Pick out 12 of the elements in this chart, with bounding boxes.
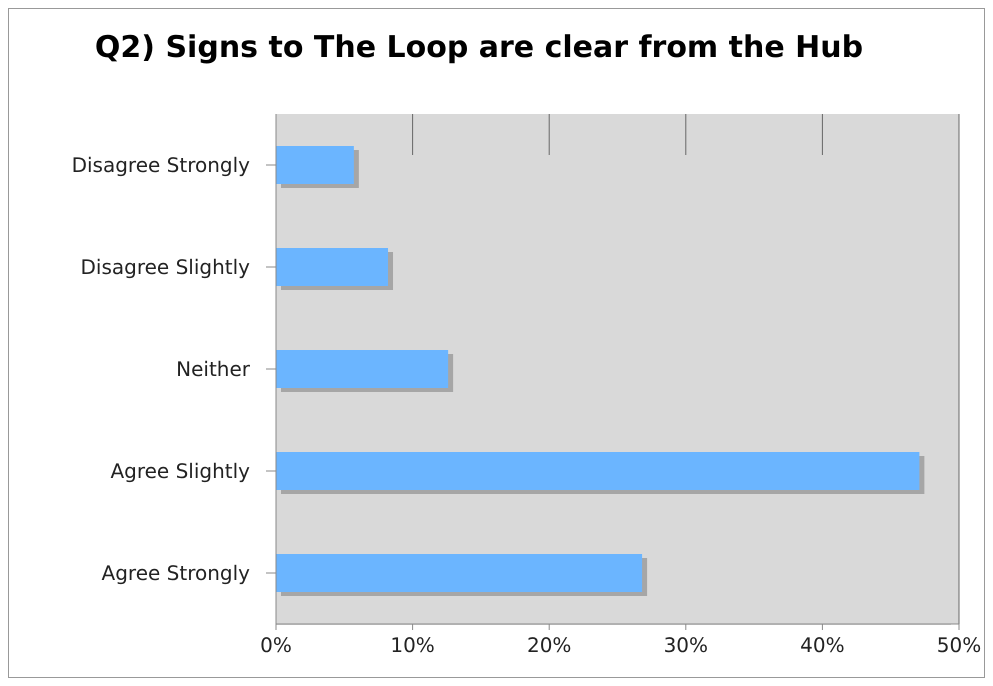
x-tick-label: 50% — [936, 633, 982, 658]
y-tick-label: Agree Slightly — [110, 459, 250, 483]
y-tick-label: Disagree Strongly — [72, 153, 250, 177]
y-tick-label: Disagree Slightly — [80, 255, 250, 279]
x-tick-label: 30% — [664, 633, 708, 658]
x-tick-label: 0% — [260, 633, 292, 658]
y-tick-label: Agree Strongly — [102, 561, 250, 585]
x-tick-label: 10% — [390, 633, 435, 658]
chart-title: Q2) Signs to The Loop are clear from the Hub — [94, 29, 864, 67]
x-tick-label: 20% — [526, 633, 572, 658]
y-tick-label: Neither — [176, 357, 251, 381]
x-tick-label: 40% — [800, 633, 845, 658]
